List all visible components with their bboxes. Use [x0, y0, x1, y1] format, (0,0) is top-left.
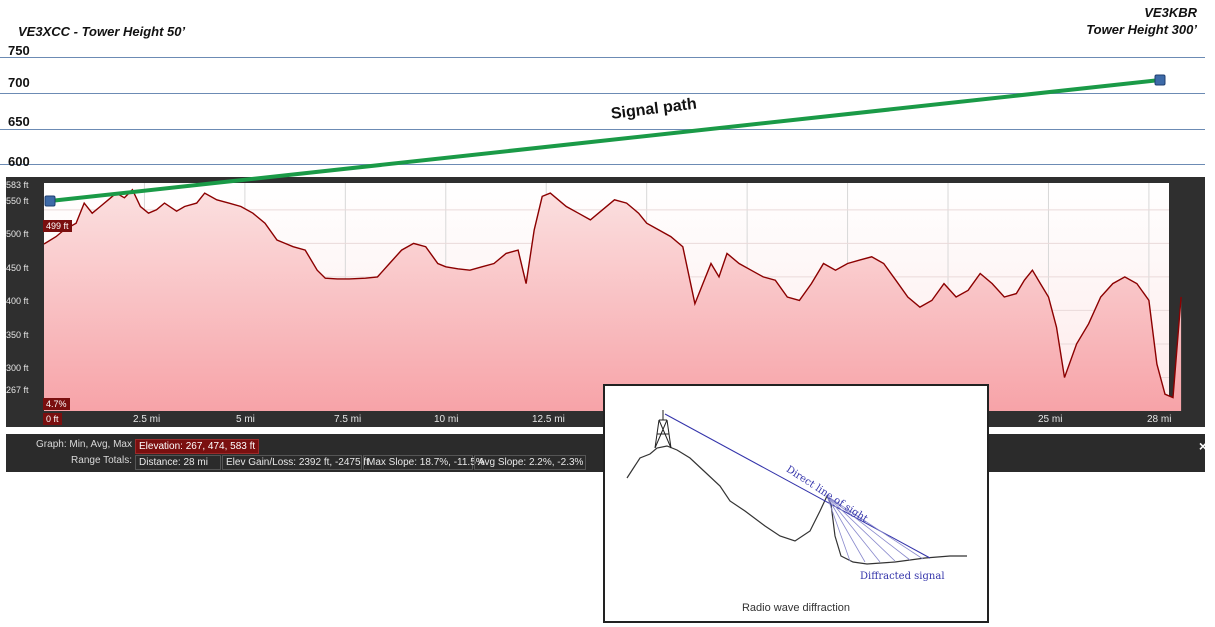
x-tick-label: 12.5 mi	[532, 414, 565, 425]
elevation-stat: Elevation: 267, 474, 583 ft	[135, 439, 260, 454]
y-tick-label: 500 ft	[6, 229, 29, 239]
gridline-750	[0, 57, 1205, 58]
stats-row-range: Range Totals: Distance: 28 mi Elev Gain/…	[6, 455, 1205, 470]
y-tick-label: 583 ft	[6, 180, 29, 190]
y-tick-label: 267 ft	[6, 385, 29, 395]
y-tick-label: 550 ft	[6, 196, 29, 206]
signal-path-line	[49, 78, 1161, 203]
tower-icon	[654, 410, 672, 449]
diffraction-diagram	[626, 410, 967, 565]
graph-label: Graph: Min, Avg, Max	[36, 439, 132, 450]
y-tick-label: 350 ft	[6, 330, 29, 340]
diffracted-signal-label: Diffracted signal	[860, 571, 945, 582]
right-station-callsign: VE3KBR	[1144, 5, 1197, 20]
max-slope-stat: Max Slope: 18.7%, -11.5%	[363, 455, 485, 470]
line-of-sight	[664, 413, 931, 559]
gridline-700	[0, 93, 1205, 94]
x-tick-label: 10 mi	[434, 414, 459, 425]
y-tick-label: 400 ft	[6, 296, 29, 306]
diffraction-inset: Direct line of sight Diffracted signal R…	[603, 384, 989, 623]
right-station-height: Tower Height 300’	[1086, 22, 1197, 37]
top-tick-750: 750	[8, 43, 30, 58]
terrain-line	[626, 445, 967, 565]
x-tick-label: 0 ft	[43, 413, 62, 425]
top-tick-650: 650	[8, 114, 30, 129]
x-tick-label: 5 mi	[236, 414, 255, 425]
gridline-650	[0, 129, 1205, 130]
x-tick-label: 25 mi	[1038, 414, 1063, 425]
range-label: Range Totals:	[71, 455, 132, 466]
y-tick-label: 450 ft	[6, 263, 29, 273]
stats-row-graph: Graph: Min, Avg, Max Elevation: 267, 474…	[6, 439, 1205, 454]
x-tick-label: 2.5 mi	[133, 414, 161, 425]
gridline-600	[0, 164, 1205, 165]
diffracted-rays	[826, 495, 924, 563]
start-elevation-badge: 499 ft	[43, 220, 72, 232]
y-tick-label: 300 ft	[6, 363, 29, 373]
x-tick-label: 7.5 mi	[334, 414, 362, 425]
elevation-area	[44, 189, 1182, 411]
close-icon[interactable]: ×	[1198, 438, 1207, 454]
x-tick-label: 28 mi	[1147, 414, 1172, 425]
top-tick-700: 700	[8, 75, 30, 90]
avg-slope-stat: Avg Slope: 2.2%, -2.3%	[474, 455, 586, 470]
left-station-title: VE3XCC - Tower Height 50’	[18, 24, 186, 39]
start-percent-badge: 4.7%	[43, 398, 70, 410]
gain-loss-stat: Elev Gain/Loss: 2392 ft, -2475 ft	[222, 455, 369, 470]
top-tick-600: 600	[8, 154, 30, 169]
elevation-line	[43, 188, 1182, 399]
start-tower-marker[interactable]	[44, 195, 56, 207]
elevation-profile-chart	[43, 183, 1182, 411]
inset-caption: Radio wave diffraction	[741, 602, 851, 614]
right-station-title: VE3KBR Tower Height 300’	[1086, 4, 1197, 38]
end-tower-marker[interactable]	[1154, 74, 1166, 86]
distance-stat: Distance: 28 mi	[135, 455, 221, 470]
